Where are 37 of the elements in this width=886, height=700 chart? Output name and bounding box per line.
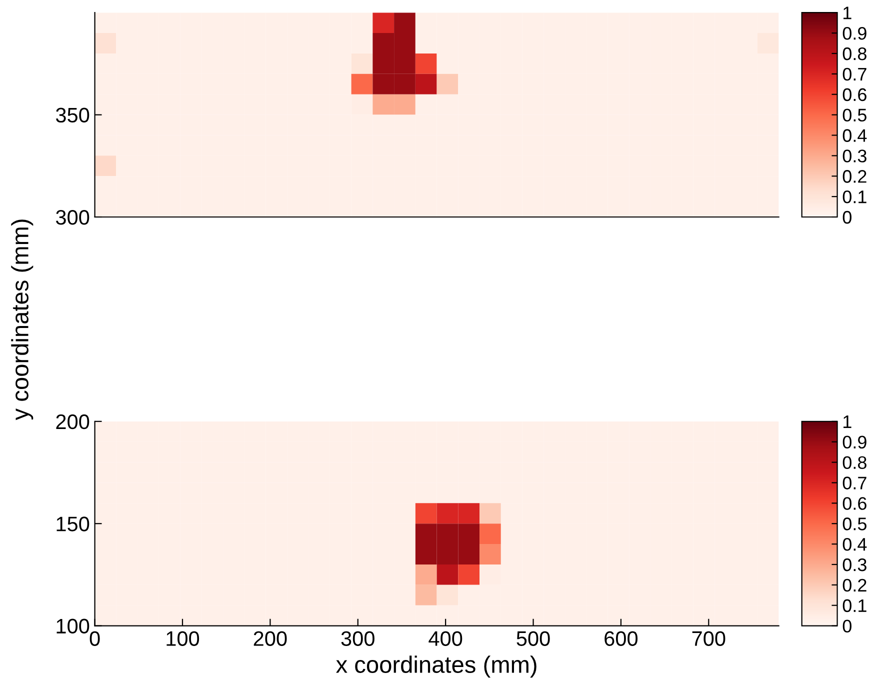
color-bar-label: 0.8	[842, 47, 866, 60]
color-bar-label: 1	[844, 416, 852, 428]
color-bar-label: 0.2	[842, 578, 866, 592]
x-tick-label: 300	[341, 631, 374, 646]
color-bar-label: 1	[844, 6, 852, 20]
color-bar-label: 0.2	[842, 170, 866, 183]
y-axis-title: y coordinates (mm)	[11, 220, 34, 420]
color-bar-label: 0	[842, 210, 852, 224]
color-bar-label: 0.9	[842, 26, 866, 40]
color-bar-label: 0.9	[842, 436, 866, 449]
y-tick-label: 100	[56, 618, 90, 634]
x-tick-label: 0	[90, 631, 100, 646]
y-tick-label: 300	[56, 210, 90, 225]
color-bar-label: 0.3	[842, 558, 866, 572]
color-bar-label: 0	[842, 620, 852, 633]
color-bar-label: 0.5	[842, 108, 866, 122]
color-bar-label: 0.1	[842, 190, 866, 204]
color-bar-label: 0.8	[842, 456, 866, 469]
x-tick-label: 500	[516, 631, 550, 646]
x-tick-label: 700	[692, 631, 726, 646]
color-bar-label: 0.4	[842, 538, 867, 551]
color-bar-label: 0.6	[842, 88, 866, 102]
x-axis-title: x coordinates (mm)	[336, 656, 536, 678]
x-tick-label: 200	[254, 631, 287, 646]
x-tick-label: 100	[166, 631, 200, 646]
color-bar-label: 0.6	[842, 497, 866, 510]
color-bar-label: 0.3	[842, 150, 866, 162]
color-bar-label: 0.7	[842, 68, 866, 81]
y-tick-label: 350	[56, 108, 90, 123]
y-tick-label: 150	[56, 516, 90, 532]
y-tick-label: 200	[56, 414, 90, 430]
color-bar-label: 0.4	[842, 129, 867, 142]
x-tick-label: 400	[428, 631, 462, 646]
color-bar-label: 0.1	[842, 599, 866, 612]
color-bar-label: 0.5	[842, 518, 866, 530]
color-bar-label: 0.7	[842, 476, 866, 490]
x-tick-label: 600	[604, 631, 638, 646]
